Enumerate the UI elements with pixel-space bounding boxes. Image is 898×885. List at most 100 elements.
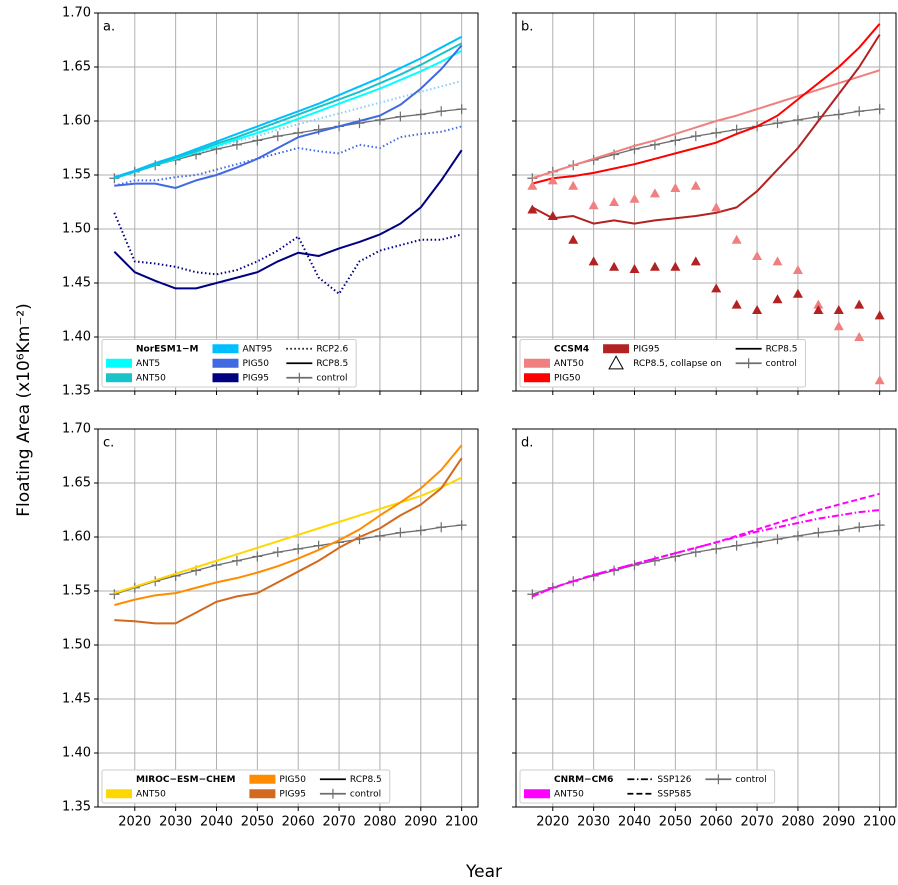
legend: CCSM4 ANT50 PIG50 PIG95 RCP8.5, collapse on R… bbox=[519, 339, 806, 388]
series-line bbox=[114, 476, 463, 595]
legend-box bbox=[101, 769, 391, 804]
plus-marker bbox=[436, 106, 447, 117]
plus-marker bbox=[833, 525, 844, 536]
y-tick-label: 1.60 bbox=[62, 530, 91, 545]
legend-label: ANT95 bbox=[243, 344, 273, 354]
triangle-marker bbox=[792, 288, 803, 298]
y-tick-label: 1.70 bbox=[62, 422, 91, 437]
plus-marker bbox=[854, 106, 865, 117]
legend-marker bbox=[608, 355, 624, 370]
triangle-marker bbox=[854, 299, 865, 309]
series-line bbox=[532, 69, 880, 180]
plus-marker bbox=[690, 131, 701, 142]
plus-marker bbox=[395, 527, 406, 538]
series-line bbox=[531, 509, 880, 598]
legend: MIROC−ESM−CHEM ANT50 PIG50 PIG95 RCP8.5 contr… bbox=[101, 769, 391, 804]
plus-marker bbox=[252, 551, 263, 562]
x-tick-label: 2050 bbox=[241, 815, 274, 830]
series-line bbox=[114, 44, 463, 189]
legend-box bbox=[519, 339, 806, 388]
legend-swatch bbox=[249, 789, 276, 799]
x-tick-label: 2100 bbox=[445, 815, 478, 830]
legend-label: ANT5 bbox=[136, 359, 160, 369]
panel: 2020 2030 2040 2050 2060 2070 2080 2090 2100 d. CN… bbox=[512, 428, 897, 830]
x-tick-label: 2060 bbox=[700, 815, 733, 830]
axes-frame bbox=[97, 12, 479, 392]
y-axis-label: Floating Area (x10⁶Km⁻²) bbox=[14, 303, 34, 516]
triangle-marker bbox=[813, 299, 824, 309]
triangle-marker bbox=[670, 182, 681, 192]
plus-marker bbox=[415, 525, 426, 536]
plus-marker bbox=[649, 555, 660, 566]
plus-marker bbox=[772, 534, 783, 545]
legend-swatch bbox=[249, 774, 276, 784]
legend-marker bbox=[327, 788, 338, 799]
plus-marker bbox=[456, 104, 467, 115]
triangle-marker bbox=[690, 180, 701, 190]
x-tick-label: 2050 bbox=[659, 815, 692, 830]
legend-label: RCP8.5 bbox=[350, 775, 382, 785]
series-line bbox=[114, 42, 463, 180]
plus-marker bbox=[272, 547, 283, 558]
plus-marker bbox=[374, 530, 385, 541]
triangle-marker bbox=[547, 211, 558, 221]
triangle-marker bbox=[731, 299, 742, 309]
y-tick-label: 1.45 bbox=[62, 692, 91, 707]
plus-marker bbox=[813, 527, 824, 538]
series-line bbox=[531, 492, 880, 598]
series-group bbox=[527, 492, 885, 600]
plus-marker bbox=[874, 520, 885, 531]
series-group bbox=[109, 35, 467, 295]
plus-marker bbox=[109, 173, 120, 184]
x-tick-label: 2090 bbox=[822, 815, 855, 830]
triangle-marker bbox=[874, 375, 885, 385]
legend-swatch bbox=[106, 789, 132, 799]
legend-swatch bbox=[603, 344, 630, 354]
y-tick-label: 1.55 bbox=[62, 168, 91, 183]
plus-marker bbox=[588, 570, 599, 581]
series-line bbox=[531, 34, 881, 225]
plus-marker bbox=[833, 109, 844, 120]
legend-swatch bbox=[106, 373, 132, 383]
legend-label: ANT50 bbox=[136, 373, 166, 383]
plus-marker bbox=[272, 131, 283, 142]
panel: 2020 2030 2040 2050 2060 2070 2080 2090 2100 1.35… bbox=[62, 422, 479, 830]
legend-title: CNRM−CM6 bbox=[554, 775, 613, 785]
plus-marker bbox=[792, 530, 803, 541]
legend-label: control bbox=[766, 359, 797, 369]
legend-marker bbox=[713, 774, 724, 785]
legend-label: ANT50 bbox=[554, 789, 584, 799]
series-line bbox=[114, 524, 462, 595]
y-tick-label: 1.40 bbox=[62, 746, 91, 761]
triangle-marker bbox=[609, 261, 620, 271]
plus-marker bbox=[436, 522, 447, 533]
series-line bbox=[532, 108, 880, 179]
triangle-marker bbox=[588, 200, 599, 210]
series-line bbox=[113, 149, 463, 290]
y-tick-label: 1.55 bbox=[62, 584, 91, 599]
legend-label: ANT50 bbox=[136, 789, 166, 799]
plus-marker bbox=[854, 522, 865, 533]
x-tick-label: 2060 bbox=[282, 815, 315, 830]
panel: 1.35 1.40 1.45 1.50 1.55 1.60 1.65 1.70 a. NorESM… bbox=[62, 6, 479, 399]
series-line bbox=[114, 444, 463, 607]
series-group bbox=[527, 23, 885, 385]
x-tick-label: 2100 bbox=[863, 815, 896, 830]
series-line bbox=[114, 35, 463, 179]
legend-swatch bbox=[212, 358, 239, 368]
plus-marker bbox=[772, 118, 783, 129]
legend-title: CCSM4 bbox=[554, 344, 589, 354]
x-tick-label: 2080 bbox=[781, 815, 814, 830]
legend-label: PIG50 bbox=[554, 373, 581, 383]
legend-label: RCP2.6 bbox=[316, 344, 348, 354]
plus-marker bbox=[609, 149, 620, 160]
panel-label: c. bbox=[103, 436, 114, 451]
triangle-marker bbox=[588, 256, 599, 266]
y-tick-label: 1.40 bbox=[62, 330, 91, 345]
plus-marker bbox=[293, 543, 304, 554]
legend-label: control bbox=[350, 789, 381, 799]
triangle-marker bbox=[711, 202, 722, 212]
panel-label: d. bbox=[521, 436, 533, 451]
legend-label: control bbox=[316, 373, 347, 383]
